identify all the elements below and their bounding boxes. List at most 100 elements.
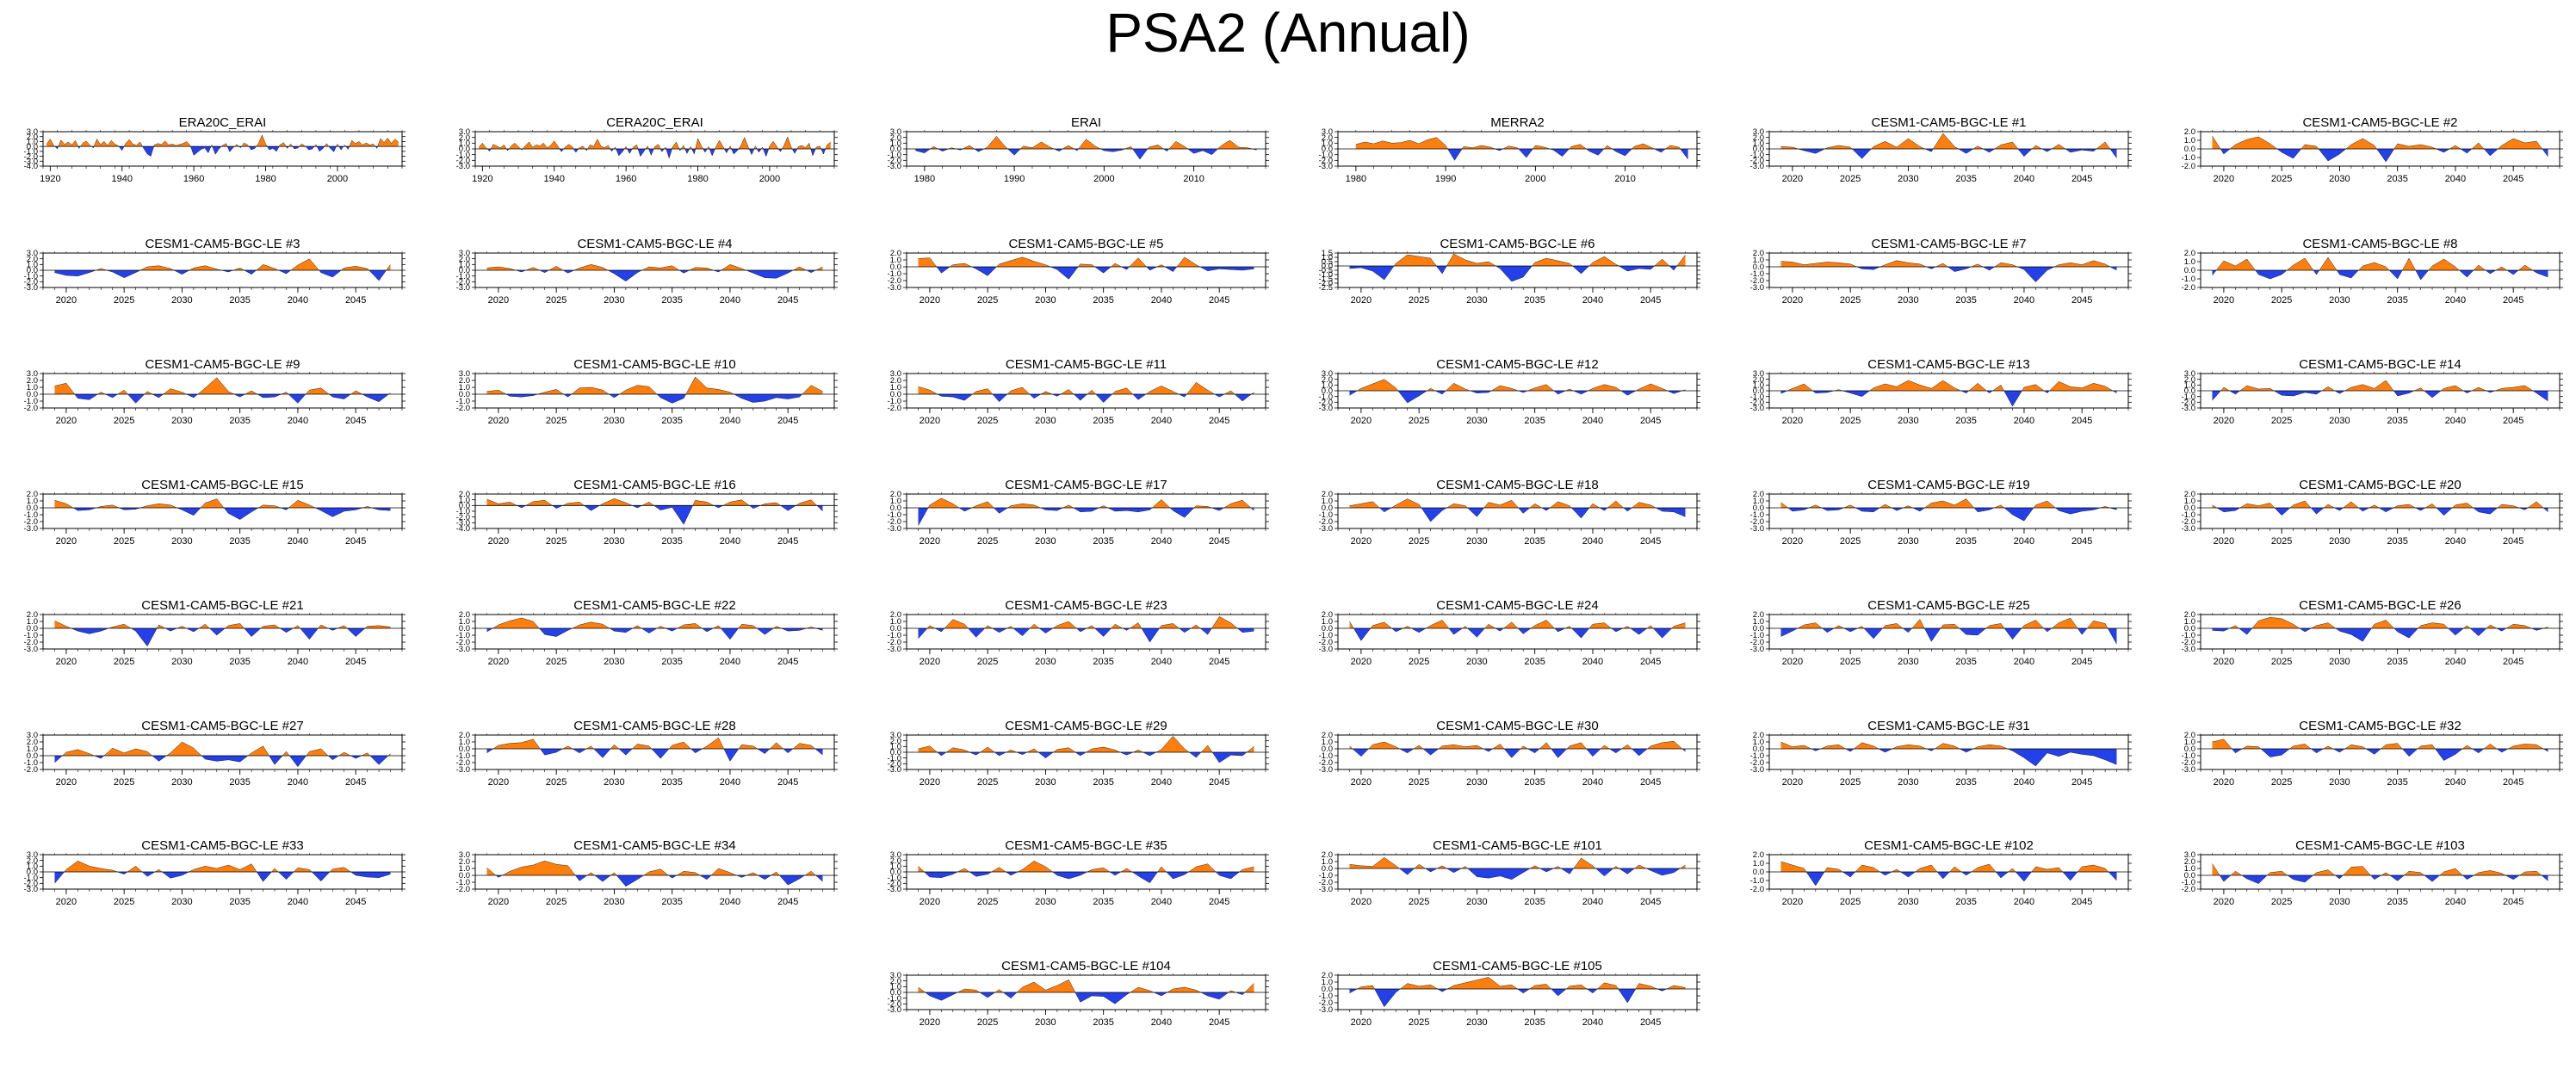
y-tick-label: -2.0 xyxy=(2182,517,2195,527)
y-tick-label: -1.0 xyxy=(888,151,901,160)
positive-anomaly-area xyxy=(46,135,399,147)
negative-anomaly-area xyxy=(1349,508,1686,522)
positive-anomaly-area xyxy=(2212,257,2548,270)
y-tick-label: -2.0 xyxy=(1750,638,1764,647)
y-tick-label: 2.0 xyxy=(27,738,38,747)
x-tick-label: 2025 xyxy=(977,657,998,667)
y-tick-label: 1.0 xyxy=(1753,497,1764,506)
y-tick-label: -2.0 xyxy=(1319,758,1333,768)
y-tick-label: 1.0 xyxy=(27,617,38,627)
y-tick-label: 2.0 xyxy=(1753,610,1764,620)
x-tick-label: 1980 xyxy=(687,174,708,184)
y-tick-label: -1.0 xyxy=(456,272,470,281)
x-tick-label: 2040 xyxy=(1151,416,1172,426)
x-tick-label: 2035 xyxy=(229,536,250,547)
y-tick-label: 2.0 xyxy=(890,133,901,143)
x-tick-label: 2030 xyxy=(1898,536,1918,547)
panel-title: CESM1-CAM5-BGC-LE #13 xyxy=(1867,357,2029,372)
panel-title: CESM1-CAM5-BGC-LE #1 xyxy=(1871,115,2026,130)
chart-panel: CESM1-CAM5-BGC-LE #11 3.02.01.00.0-1.0-2.… xyxy=(888,357,1269,426)
negative-anomaly-area xyxy=(2212,508,2548,516)
x-tick-label: 2025 xyxy=(114,777,134,788)
negative-anomaly-area xyxy=(486,749,823,762)
x-tick-label: 2025 xyxy=(2271,416,2292,426)
chart-panel: MERRA2 3.02.01.00.0-1.0-2.0-3.0 1980 1990 20… xyxy=(1319,115,1700,184)
chart-panel: CESM1-CAM5-BGC-LE #26 2.01.00.0-1.0-2.0-3… xyxy=(2182,598,2563,667)
y-tick-label: -4.0 xyxy=(24,162,38,171)
y-tick-label: -2.0 xyxy=(456,638,470,647)
x-tick-label: 2040 xyxy=(720,777,740,788)
y-tick-label: -1.0 xyxy=(24,272,38,281)
chart-panel: CESM1-CAM5-BGC-LE #17 2.01.00.0-1.0-2.0-3… xyxy=(888,478,1269,547)
series-line xyxy=(1780,260,2117,282)
negative-anomaly-area xyxy=(1355,149,1688,161)
x-tick-label: 2010 xyxy=(1614,174,1635,184)
negative-anomaly-area xyxy=(54,270,391,281)
x-tick-label: 2025 xyxy=(2271,657,2292,667)
panel-title: CESM1-CAM5-BGC-LE #30 xyxy=(1436,719,1598,733)
y-tick-label: 1.0 xyxy=(1322,978,1333,987)
y-tick-label: 0.0 xyxy=(2184,504,2195,513)
series-line xyxy=(479,136,831,159)
y-tick-label: 3.0 xyxy=(27,249,38,258)
x-tick-label: 2025 xyxy=(1840,416,1861,426)
positive-anomaly-area xyxy=(918,382,1254,394)
y-tick-label: -3.0 xyxy=(456,283,470,293)
x-tick-label: 2030 xyxy=(1898,777,1918,788)
x-tick-label: 2025 xyxy=(114,416,134,426)
x-tick-label: 2035 xyxy=(661,416,682,426)
x-tick-label: 2035 xyxy=(1524,416,1545,426)
y-tick-label: 1.0 xyxy=(1753,617,1764,627)
x-tick-label: 2030 xyxy=(1035,536,1056,547)
series-line xyxy=(918,735,1254,763)
y-tick-label: -3.0 xyxy=(1319,1005,1333,1015)
x-tick-label: 2035 xyxy=(2387,536,2407,547)
y-tick-label: 1.0 xyxy=(2184,617,2195,627)
y-tick-label: 1.0 xyxy=(2184,136,2195,145)
chart-panel: CESM1-CAM5-BGC-LE #29 3.02.01.00.0-1.0-2.… xyxy=(888,719,1269,788)
y-tick-label: 1.0 xyxy=(1322,253,1333,263)
y-tick-label: 3.0 xyxy=(890,731,901,740)
x-tick-label: 2030 xyxy=(604,777,624,788)
y-tick-label: 1.0 xyxy=(1753,256,1764,265)
y-tick-label: 0.0 xyxy=(2184,745,2195,754)
x-tick-label: 2040 xyxy=(1151,657,1172,667)
y-tick-label: -2.0 xyxy=(888,760,901,769)
x-tick-label: 2045 xyxy=(777,897,798,907)
y-tick-label: -1.0 xyxy=(1750,751,1764,761)
y-tick-label: 0.0 xyxy=(459,624,470,633)
x-tick-label: 2040 xyxy=(2014,657,2034,667)
y-tick-label: -3.0 xyxy=(888,524,901,534)
x-tick-label: 2035 xyxy=(1524,777,1545,788)
x-tick-label: 2025 xyxy=(114,897,134,907)
x-tick-label: 2030 xyxy=(1035,295,1056,306)
x-tick-label: 1960 xyxy=(183,174,204,184)
chart-panel: CESM1-CAM5-BGC-LE #105 2.01.00.0-1.0-2.0-… xyxy=(1319,959,1700,1028)
negative-anomaly-area xyxy=(1780,149,2117,159)
chart-panel: CESM1-CAM5-BGC-LE #18 2.01.00.0-1.0-2.0-3… xyxy=(1319,478,1700,547)
negative-anomaly-area xyxy=(918,394,1254,403)
x-tick-label: 2045 xyxy=(777,657,798,667)
y-tick-label: -1.0 xyxy=(24,631,38,640)
x-tick-label: 2030 xyxy=(1035,657,1056,667)
y-tick-label: -3.0 xyxy=(24,283,38,293)
positive-anomaly-area xyxy=(918,979,1254,992)
negative-anomaly-area xyxy=(918,508,1254,526)
chart-panel: CESM1-CAM5-BGC-LE #3 3.02.01.00.0-1.0-2.0… xyxy=(24,237,406,306)
x-tick-label: 2035 xyxy=(2387,657,2407,667)
chart-panel: CESM1-CAM5-BGC-LE #10 3.02.01.00.0-1.0-2.… xyxy=(456,357,838,426)
positive-anomaly-area xyxy=(918,256,1254,267)
y-tick-label: 2.0 xyxy=(890,610,901,620)
chart-panel: CESM1-CAM5-BGC-LE #15 2.01.00.0-1.0-2.0-3… xyxy=(24,478,406,547)
chart-panel: CESM1-CAM5-BGC-LE #14 3.02.01.00.0-1.0-2.… xyxy=(2182,357,2563,426)
x-tick-label: 2020 xyxy=(1351,1017,1372,1028)
y-tick-label: 2.0 xyxy=(27,255,38,264)
y-tick-label: -2.0 xyxy=(888,404,901,413)
x-tick-label: 2020 xyxy=(1782,536,1803,547)
negative-anomaly-area xyxy=(1349,868,1686,880)
y-tick-label: 1.0 xyxy=(1322,857,1333,867)
positive-anomaly-area xyxy=(1349,620,1686,628)
y-tick-label: 3.0 xyxy=(459,850,470,860)
y-tick-label: -2.0 xyxy=(2182,885,2195,894)
x-tick-label: 2045 xyxy=(777,536,798,547)
